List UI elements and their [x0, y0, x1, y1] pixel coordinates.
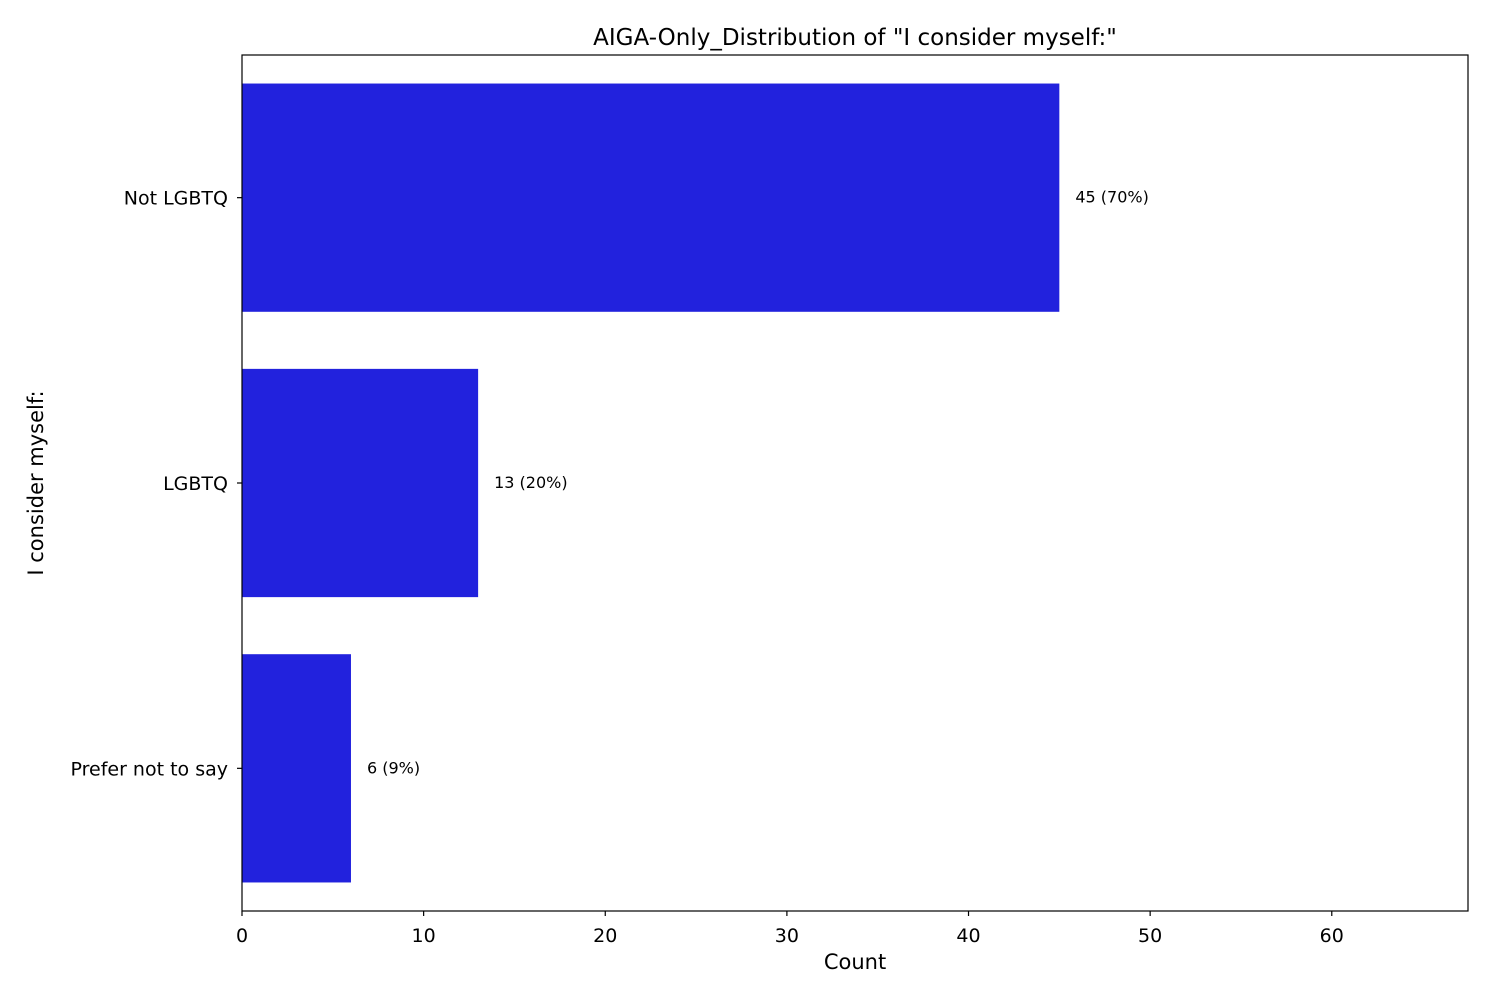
y-tick-label: Prefer not to say: [71, 758, 229, 780]
x-tick-label: 20: [593, 925, 617, 947]
x-axis-ticks: 0 10 20 30 40 50 60: [236, 911, 1344, 947]
x-tick-label: 50: [1138, 925, 1162, 947]
data-label: 45 (70%): [1075, 188, 1149, 207]
x-tick-label: 30: [775, 925, 799, 947]
data-labels-group: 45 (70%) 13 (20%) 6 (9%): [367, 188, 1149, 778]
bars-group: [242, 83, 1060, 883]
x-tick-label: 10: [412, 925, 436, 947]
plot-frame: [241, 54, 1469, 912]
x-axis-label: Count: [824, 950, 886, 974]
y-tick-label: Not LGBTQ: [124, 188, 228, 210]
y-axis-ticks: Not LGBTQ LGBTQ Prefer not to say: [71, 188, 242, 780]
x-tick-label: 40: [956, 925, 980, 947]
bar-lgbtq: [242, 368, 479, 598]
x-tick-label: 60: [1320, 925, 1344, 947]
data-label: 13 (20%): [494, 473, 568, 492]
y-tick-label: LGBTQ: [163, 473, 228, 495]
x-tick-label: 0: [236, 925, 248, 947]
bar-not-lgbtq: [242, 83, 1060, 312]
data-label: 6 (9%): [367, 758, 420, 777]
chart-title: AIGA-Only_Distribution of "I consider my…: [593, 25, 1117, 51]
y-axis-label: I consider myself:: [24, 390, 48, 575]
bar-prefer-not-to-say: [242, 654, 351, 883]
